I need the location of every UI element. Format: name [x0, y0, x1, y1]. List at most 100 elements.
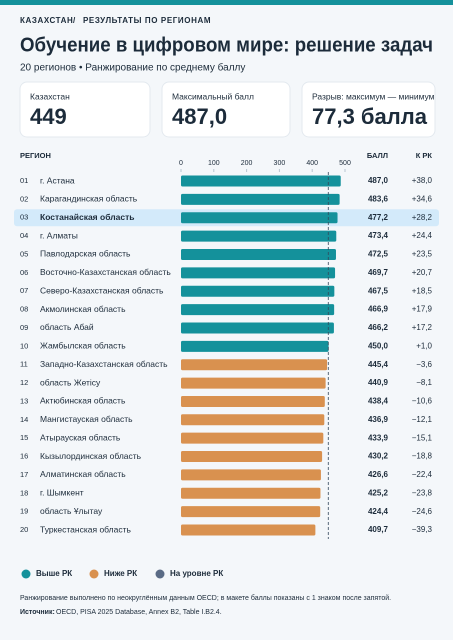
diff-label: −18,8: [412, 452, 433, 461]
x-tick-label: 200: [241, 160, 253, 167]
legend: Выше РК Ниже РК На уровне РК: [21, 569, 223, 579]
breadcrumb: КАЗАХСТАН: [20, 16, 73, 25]
diff-label: +34,6: [412, 194, 433, 203]
bar: [181, 267, 336, 279]
x-tick-label: 300: [274, 160, 286, 167]
diff-label: +38,0: [412, 176, 433, 185]
rank: 18: [20, 488, 28, 497]
card-label: Казахстан: [30, 91, 70, 101]
region-name: Атырауская область: [40, 432, 121, 442]
bar: [181, 285, 335, 297]
rank: 10: [20, 341, 28, 350]
card-label: Максимальный балл: [172, 91, 254, 101]
breadcrumb-separator: /: [73, 16, 76, 25]
diff-label: +18,5: [412, 286, 433, 295]
rank: 13: [20, 396, 28, 405]
diff-label: +23,5: [412, 250, 433, 259]
value-label: 430,2: [368, 452, 389, 461]
x-tick-label: 100: [208, 160, 220, 167]
footer-note: Ранжирование выполнено по неокруглённым …: [20, 594, 391, 602]
rank: 02: [20, 194, 28, 203]
diff-label: +24,4: [412, 231, 433, 240]
diff-label: −8,1: [416, 378, 432, 387]
region-name: Кызылординская область: [40, 451, 142, 461]
rank: 08: [20, 305, 28, 314]
card-value: 77,3 балла: [312, 104, 428, 129]
legend-label: Ниже РК: [104, 569, 137, 578]
source-label: Источник:: [20, 609, 55, 616]
column-header: БАЛЛ: [367, 151, 388, 160]
rank: 11: [20, 360, 28, 369]
bar: [181, 469, 321, 481]
diff-label: −24,6: [412, 507, 433, 516]
region-name: Северо-Казахстанская область: [40, 285, 164, 295]
region-name: Павлодарская область: [40, 249, 131, 259]
bar: [181, 212, 338, 224]
rank: 20: [20, 525, 28, 534]
region-name: область Ұлытау: [40, 506, 103, 516]
bar: [181, 340, 329, 352]
bar: [181, 395, 325, 407]
diff-label: +20,7: [412, 268, 433, 277]
diff-label: +28,2: [412, 213, 433, 222]
rank: 09: [20, 323, 28, 332]
diff-label: +17,2: [412, 323, 433, 332]
value-label: 483,6: [368, 194, 389, 203]
bar: [181, 248, 336, 260]
bar: [181, 451, 323, 463]
bar: [181, 359, 328, 371]
region-name: Жамбылская область: [40, 341, 126, 351]
region-name: Восточно-Казахстанская область: [40, 267, 171, 277]
region-name: Акмолинская область: [40, 304, 126, 314]
value-label: 425,2: [368, 488, 389, 497]
bar: [181, 487, 321, 499]
diff-label: −23,8: [412, 488, 433, 497]
rank: 12: [20, 378, 28, 387]
legend-swatch: [89, 569, 99, 579]
bar: [181, 506, 321, 518]
card-value: 487,0: [172, 104, 227, 129]
rank: 04: [20, 231, 28, 240]
region-name: Актюбинская область: [40, 396, 126, 406]
rank: 07: [20, 286, 28, 295]
value-label: 487,0: [368, 176, 389, 185]
rank: 16: [20, 452, 28, 461]
summary-cards: Казахстан 449 Максимальный балл 487,0 Разрыв…: [19, 81, 436, 138]
value-label: 466,2: [368, 323, 389, 332]
legend-swatch: [155, 569, 165, 579]
subtitle: 20 регионов • Ранжирование по среднему б…: [20, 62, 245, 74]
region-name: область Абай: [40, 322, 94, 332]
region-name: Западно-Казахстанская область: [40, 359, 168, 369]
diff-label: −12,1: [412, 415, 433, 424]
diff-label: +17,9: [412, 305, 433, 314]
x-tick-label: 500: [339, 160, 351, 167]
value-label: 440,9: [368, 378, 389, 387]
diff-label: −10,6: [412, 397, 433, 406]
value-label: 409,7: [368, 525, 389, 534]
region-name: Мангистауская область: [40, 414, 133, 424]
region-name: Карагандинская область: [40, 194, 138, 204]
value-label: 467,5: [368, 286, 389, 295]
chart: РЕГИОН БАЛЛ К РК 0 100 200 300 400 500 01 г. Астан…: [14, 151, 439, 540]
value-label: 424,4: [368, 507, 389, 516]
value-label: 472,5: [368, 250, 389, 259]
bar: [181, 304, 335, 316]
source: OECD, PISA 2025 Database, Annex B2, Tabl…: [56, 609, 222, 616]
bar: [181, 322, 334, 334]
bar: [181, 193, 340, 205]
bar: [181, 175, 341, 187]
value-label: 436,9: [368, 415, 389, 424]
top-strip: [0, 0, 453, 5]
region-name: г. Шымкент: [40, 488, 84, 498]
card-value: 449: [30, 104, 67, 129]
diff-label: −3,6: [416, 360, 432, 369]
diff-label: +1,0: [416, 341, 432, 350]
x-tick-label: 0: [179, 160, 183, 167]
card-label: Разрыв: максимум — минимум: [312, 91, 435, 101]
region-name: г. Астана: [40, 175, 75, 185]
rank: 14: [20, 415, 28, 424]
card: [19, 81, 151, 138]
rank: 03: [20, 213, 28, 222]
diff-label: −22,4: [412, 470, 433, 479]
